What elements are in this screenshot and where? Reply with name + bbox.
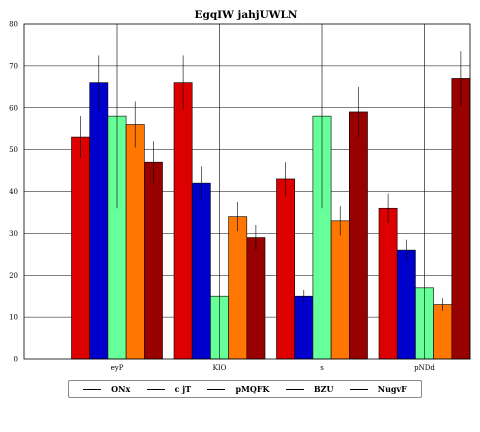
y-tick-label: 40 — [9, 188, 18, 196]
legend-label: NugvF — [378, 384, 407, 394]
bar — [379, 208, 397, 359]
legend-item: NugvF — [350, 384, 407, 394]
bar — [174, 83, 192, 359]
bar — [452, 78, 470, 359]
x-tick-label: eyP — [111, 364, 124, 372]
legend-label: BZU — [314, 384, 334, 394]
bar — [247, 238, 265, 359]
legend-label: ONx — [111, 384, 130, 394]
bar — [192, 183, 210, 359]
bar — [295, 296, 313, 359]
legend-label: pMQFK — [235, 384, 269, 394]
bar — [277, 179, 295, 359]
x-tick-labels: eyP KIO s pNDd — [111, 364, 436, 372]
legend-line-marker — [207, 389, 225, 390]
y-tick-label: 80 — [9, 21, 18, 29]
legend-item: c jT — [147, 384, 192, 394]
x-tick-label: KIO — [213, 364, 227, 372]
legend-line-marker — [350, 389, 368, 390]
legend-item: pMQFK — [207, 384, 269, 394]
bar — [90, 83, 108, 359]
y-tick-labels: 0 10 20 30 40 50 60 70 80 — [9, 21, 18, 364]
bar — [331, 221, 349, 359]
chart-title: EgqIW jahjUWLN — [194, 9, 297, 21]
y-tick-label: 20 — [9, 272, 18, 280]
bar — [144, 162, 162, 359]
bar — [72, 137, 90, 359]
x-tick-label: s — [320, 364, 324, 372]
bar — [397, 250, 415, 359]
legend-label: c jT — [175, 384, 192, 394]
legend-item: BZU — [286, 384, 334, 394]
y-tick-label: 70 — [9, 62, 18, 70]
y-tick-label: 10 — [9, 314, 18, 322]
bar — [434, 305, 452, 359]
x-tick-label: pNDd — [414, 364, 435, 372]
y-tick-label: 0 — [14, 356, 18, 364]
bar — [126, 125, 144, 360]
y-tick-label: 30 — [9, 230, 18, 238]
legend-item: ONx — [83, 384, 130, 394]
y-tick-label: 50 — [9, 146, 18, 154]
y-tick-label: 60 — [9, 104, 18, 112]
legend: ONx c jT pMQFK BZU NugvF — [68, 380, 422, 398]
legend-line-marker — [286, 389, 304, 390]
bar — [349, 112, 367, 359]
legend-line-marker — [147, 389, 165, 390]
bar — [229, 217, 247, 359]
legend-line-marker — [83, 389, 101, 390]
